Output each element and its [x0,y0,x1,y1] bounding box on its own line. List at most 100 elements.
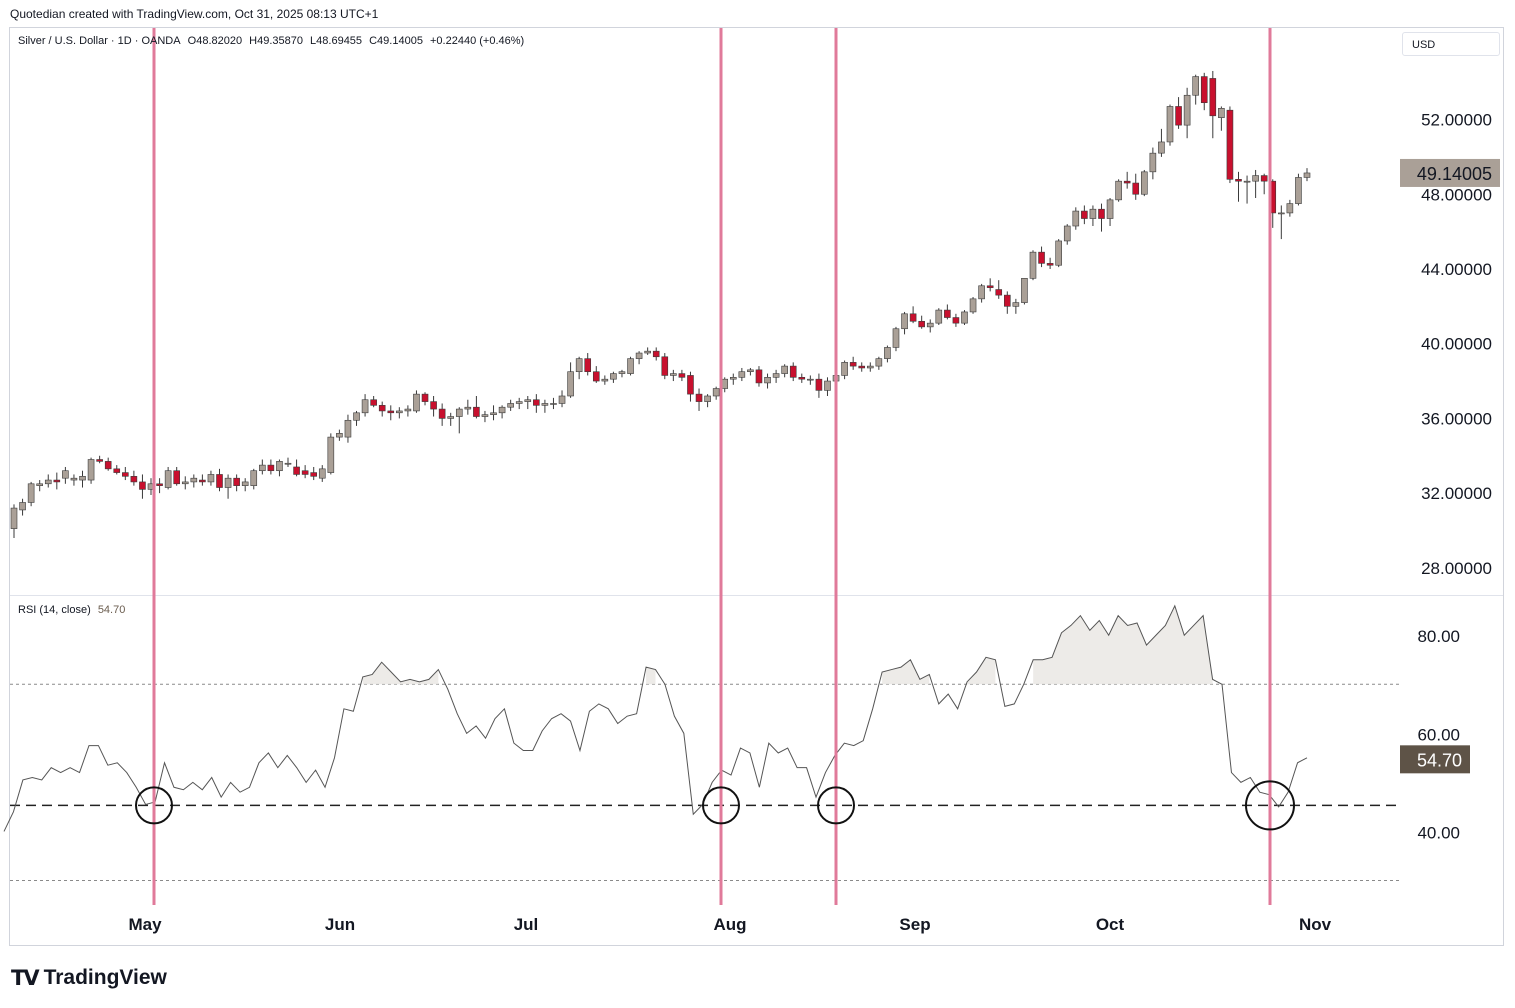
rsi-circle [1245,780,1295,831]
candle-body [1123,180,1131,184]
candle-body [1021,278,1028,303]
candle-body [875,358,883,367]
price-badge [1400,158,1500,187]
rsi-overbought-fill [646,667,656,685]
candle-body [387,410,395,414]
candle-body [584,358,592,373]
candle-body [310,472,317,477]
price-tick-label: 36.00000 [1421,409,1492,428]
candle-body [207,474,215,483]
candle-body [661,356,669,376]
currency-selector[interactable]: USD [1402,32,1500,56]
rsi-badge [1400,745,1470,774]
candle-body [19,502,26,511]
rsi-overbought-fill [1033,605,1213,685]
candle-body [575,358,583,373]
candle-body [815,378,823,391]
candle-body [935,309,943,324]
candle-body [1149,152,1157,173]
candle-body [1166,106,1174,143]
tradingview-logo-icon: TV [11,966,40,990]
candle-body [199,479,206,483]
price-candles [10,70,1311,538]
candle-body [216,474,223,488]
candle-body [259,464,266,472]
candle-body [455,408,463,417]
axes-layer: 28.00000 32.00000 36.00000 40.00000 44.00000… [128,111,1500,934]
candle-body [293,466,300,475]
candle-body [764,377,771,384]
candle-body [490,412,497,415]
candle-body [370,399,377,406]
candle-body [1252,175,1259,182]
candle-body [1286,203,1294,214]
candle-body [592,371,600,382]
x-tick-label: Nov [1299,915,1332,934]
candle-body [1260,175,1268,182]
candle-body [233,477,240,486]
candle-body [884,347,891,359]
candle-body [1089,208,1097,219]
candle-body [1175,106,1182,126]
candle-body [533,399,540,406]
candle-body [627,358,634,374]
candle-body [995,289,1003,296]
candle-body [1115,180,1122,201]
candle-body [336,433,343,438]
candle-body [27,483,35,503]
price-tick-label: 32.00000 [1421,484,1492,503]
candle-body [652,350,660,358]
candle-body [473,406,480,417]
candle-body [926,322,934,328]
candle-body [104,461,112,470]
candle-body [267,464,275,472]
candle-body [164,470,172,488]
candle-body [789,365,797,378]
rsi-legend: RSI (14, close) 54.70 [18,604,125,616]
ohlc-low: L48.69455 [310,35,363,47]
candle-body [550,403,557,405]
candle-body [318,468,326,479]
candle-body [755,369,763,384]
candle-body [353,412,360,421]
candle-body [635,352,643,359]
candle-body [53,479,61,483]
rsi-overbought-fill [882,659,930,685]
candle-body [738,371,746,378]
candle-body [909,313,917,322]
chart-frame [9,27,1504,946]
candle-body [1226,109,1234,180]
candle-body [301,470,309,475]
candle-body [901,313,908,330]
candle-body [807,378,814,381]
candle-body [704,395,711,402]
candle-body [190,477,198,483]
price-tick-label: 44.00000 [1421,260,1492,279]
candle-body [1004,294,1011,307]
candle-body [1209,78,1217,117]
candle-body [524,399,532,402]
candle-body [1218,108,1225,118]
candle-body [241,481,249,486]
candle-body [798,377,806,380]
tradingview-logo[interactable]: TV TradingView [11,966,167,990]
candle-body [618,371,626,374]
candle-body [858,365,866,369]
candle-body [421,393,429,402]
candle-body [721,378,729,389]
candle-body [978,285,985,300]
ohlc-close: C49.14005 [369,35,423,47]
candle-body [1012,302,1020,307]
x-tick-label: Jul [514,915,539,934]
candle-body [1278,212,1285,215]
candle-body [729,377,737,380]
candle-body [62,470,69,479]
candle-body [1038,251,1045,264]
x-tick-label: Aug [713,915,746,934]
rsi-line [3,604,1308,832]
candle-body [507,403,514,408]
symbol-legend: Silver / U.S. Dollar · 1D · OANDA O48.82… [18,35,528,47]
candle-body [430,401,437,410]
candle-body [1063,225,1071,242]
